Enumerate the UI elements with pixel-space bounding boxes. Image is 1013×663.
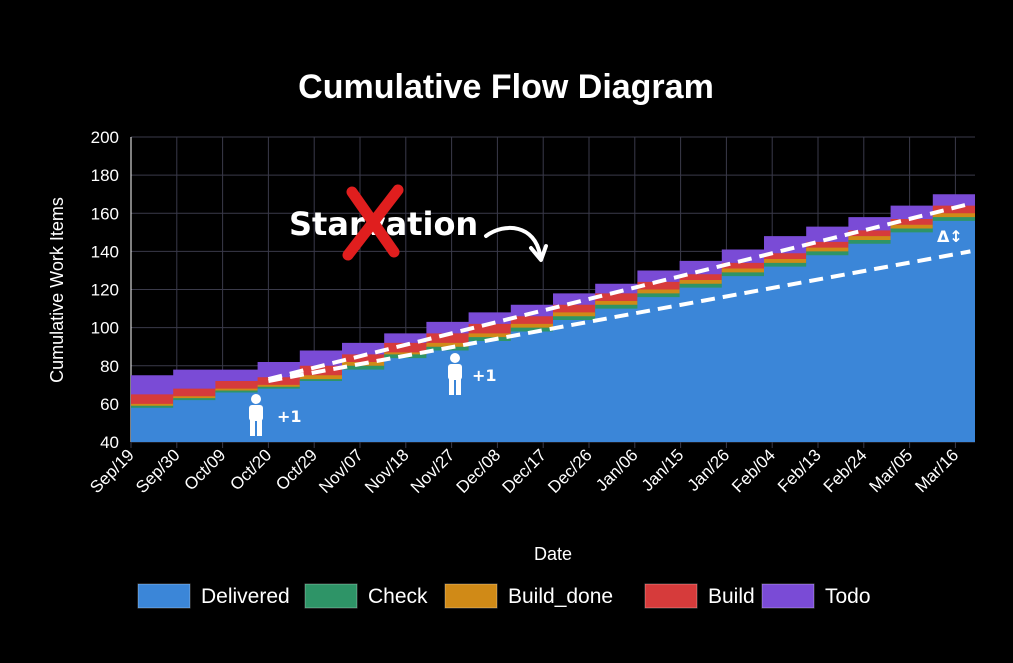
legend-swatch-todo <box>761 583 815 609</box>
y-tick-label: 80 <box>100 357 119 376</box>
y-tick-label: 60 <box>100 395 119 414</box>
trend-line-1 <box>268 249 971 383</box>
x-tick-label: Oct/20 <box>226 445 275 494</box>
y-tick-label: 120 <box>91 281 119 300</box>
legend-swatch-check <box>304 583 358 609</box>
x-tick-label: Dec/26 <box>544 445 596 497</box>
y-tick-label: 200 <box>91 128 119 147</box>
y-tick-label: 40 <box>100 433 119 452</box>
y-axis-ticks: 40 60 80 100 120 140 160 180 200 <box>91 128 119 452</box>
x-tick-label: Jan/06 <box>592 445 642 495</box>
trend-lines <box>267 201 971 383</box>
legend-swatch-build <box>644 583 698 609</box>
curved-arrow-icon <box>484 226 548 262</box>
stacked-areas <box>131 171 975 442</box>
legend: Delivered Check Build_done Build Todo <box>137 583 871 609</box>
plus-one-label: +1 <box>277 407 302 426</box>
x-axis-label: Date <box>534 544 572 564</box>
x-tick-label: Feb/24 <box>820 445 871 496</box>
y-tick-label: 100 <box>91 319 119 338</box>
x-tick-label: Mar/16 <box>911 445 962 496</box>
legend-swatch-build_done <box>444 583 498 609</box>
person-icon <box>448 353 462 395</box>
legend-label-delivered: Delivered <box>201 585 290 608</box>
x-tick-label: Jan/26 <box>684 445 734 495</box>
chart-title: Cumulative Flow Diagram <box>298 68 714 106</box>
red-cross-icon <box>342 184 404 261</box>
trend-line-2 <box>267 201 971 382</box>
x-tick-label: Sep/19 <box>86 445 138 497</box>
person-plus-one-1: +1 <box>249 394 302 436</box>
x-tick-label: Feb/13 <box>774 445 825 496</box>
x-tick-label: Dec/08 <box>453 445 505 497</box>
y-axis-label: Cumulative Work Items <box>47 197 67 383</box>
starvation-annotation: Starvation <box>289 184 548 262</box>
plus-one-label: +1 <box>472 366 497 385</box>
x-axis-ticks: Sep/19Sep/30Oct/09Oct/20Oct/29Nov/07Nov/… <box>86 445 962 497</box>
person-icon <box>249 394 263 436</box>
legend-label-todo: Todo <box>825 585 871 608</box>
legend-label-build: Build <box>708 585 755 608</box>
delta-annotation: Δ↕ <box>937 227 963 246</box>
x-tick-label: Nov/27 <box>407 445 459 497</box>
x-tick-label: Mar/05 <box>866 445 917 496</box>
legend-label-check: Check <box>368 585 428 608</box>
legend-label-build_done: Build_done <box>508 585 613 608</box>
person-plus-one-2: +1 <box>448 353 497 395</box>
x-tick-label: Dec/17 <box>498 445 550 497</box>
x-tick-label: Nov/18 <box>361 445 413 497</box>
x-tick-label: Nov/07 <box>315 445 367 497</box>
legend-swatch-delivered <box>137 583 191 609</box>
area-delivered <box>131 209 975 442</box>
x-tick-label: Oct/09 <box>181 445 230 494</box>
x-tick-label: Jan/15 <box>638 445 688 495</box>
x-tick-label: Oct/29 <box>272 445 321 494</box>
x-tick-label: Sep/30 <box>132 445 184 497</box>
y-tick-label: 160 <box>91 204 119 223</box>
y-tick-label: 180 <box>91 166 119 185</box>
x-tick-label: Feb/04 <box>728 445 779 496</box>
y-tick-label: 140 <box>91 242 119 261</box>
